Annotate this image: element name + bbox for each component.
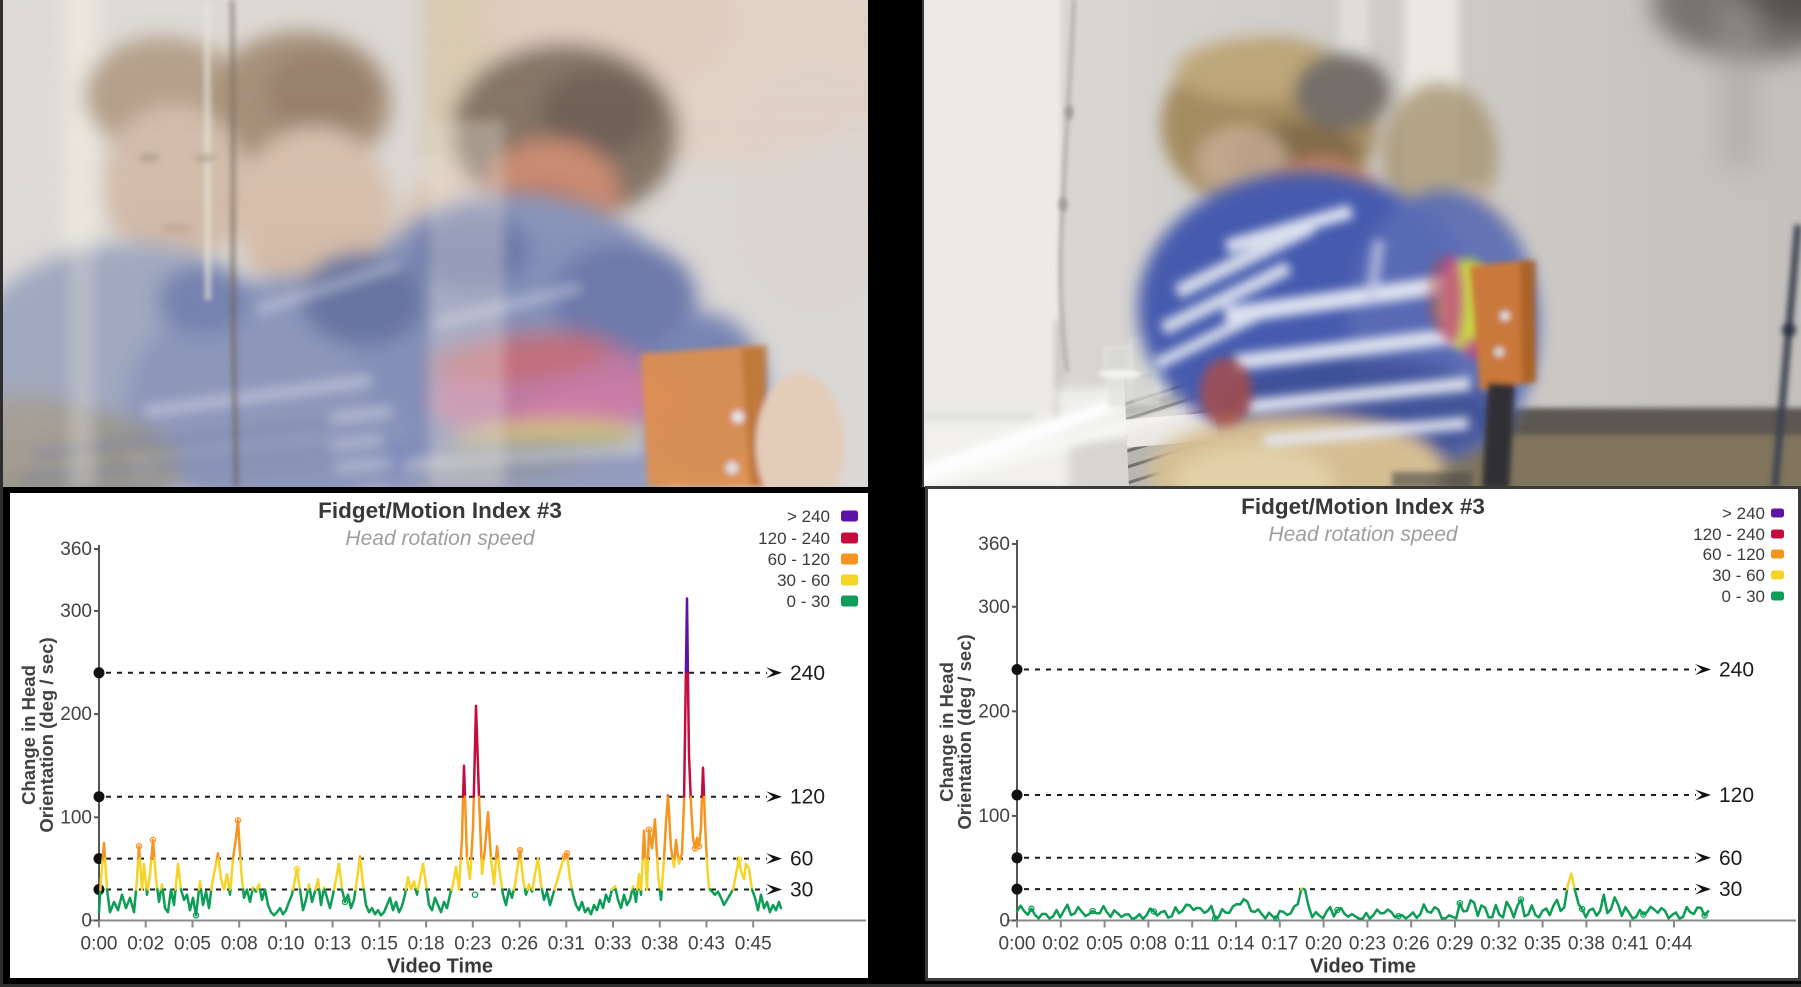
svg-text:0:13: 0:13 <box>314 934 351 955</box>
svg-text:60: 60 <box>790 848 813 871</box>
svg-text:Head rotation speed: Head rotation speed <box>1268 523 1458 546</box>
svg-text:240: 240 <box>1719 659 1754 682</box>
svg-text:0:29: 0:29 <box>1437 934 1474 955</box>
svg-text:0:32: 0:32 <box>1480 934 1517 955</box>
svg-text:0:31: 0:31 <box>548 934 585 955</box>
svg-text:0 - 30: 0 - 30 <box>787 592 830 611</box>
svg-text:0:38: 0:38 <box>1568 934 1605 955</box>
svg-text:0:33: 0:33 <box>595 934 632 955</box>
svg-text:0: 0 <box>999 911 1010 932</box>
svg-text:360: 360 <box>978 534 1010 555</box>
svg-text:100: 100 <box>60 807 92 828</box>
svg-text:0:10: 0:10 <box>267 934 304 955</box>
svg-text:0 - 30: 0 - 30 <box>1722 587 1765 606</box>
svg-text:0:23: 0:23 <box>454 934 491 955</box>
svg-text:0:15: 0:15 <box>361 934 398 955</box>
svg-text:> 240: > 240 <box>787 507 830 526</box>
svg-text:0:45: 0:45 <box>735 934 772 955</box>
svg-text:200: 200 <box>978 701 1010 722</box>
svg-text:Fidget/Motion Index #3: Fidget/Motion Index #3 <box>1241 494 1485 519</box>
svg-text:30: 30 <box>790 879 813 902</box>
svg-text:0:41: 0:41 <box>1612 934 1649 955</box>
svg-text:Fidget/Motion Index #3: Fidget/Motion Index #3 <box>318 498 562 523</box>
svg-text:120 - 240: 120 - 240 <box>1693 525 1765 544</box>
svg-text:Video Time: Video Time <box>387 956 493 978</box>
svg-text:0:44: 0:44 <box>1656 934 1693 955</box>
svg-text:0:26: 0:26 <box>1393 934 1430 955</box>
svg-text:0:00: 0:00 <box>999 934 1036 955</box>
svg-text:0:35: 0:35 <box>1524 934 1561 955</box>
svg-text:120: 120 <box>790 786 825 809</box>
svg-text:60 - 120: 60 - 120 <box>768 550 830 569</box>
svg-text:Orientation (deg / sec): Orientation (deg / sec) <box>954 634 975 829</box>
svg-text:240: 240 <box>790 662 825 685</box>
svg-text:120 - 240: 120 - 240 <box>758 529 830 548</box>
svg-text:120: 120 <box>1719 784 1754 807</box>
svg-text:0:05: 0:05 <box>174 934 211 955</box>
svg-text:Change in Head: Change in Head <box>18 665 39 805</box>
svg-text:300: 300 <box>60 601 92 622</box>
svg-text:0:05: 0:05 <box>1086 934 1123 955</box>
svg-text:0:00: 0:00 <box>81 934 118 955</box>
svg-text:0:20: 0:20 <box>1305 934 1342 955</box>
svg-text:30: 30 <box>1719 878 1742 901</box>
svg-text:0:02: 0:02 <box>127 934 164 955</box>
svg-text:0:17: 0:17 <box>1261 934 1298 955</box>
svg-text:0:18: 0:18 <box>408 934 445 955</box>
svg-text:300: 300 <box>978 597 1010 618</box>
svg-text:0:38: 0:38 <box>641 934 678 955</box>
svg-text:Orientation (deg / sec): Orientation (deg / sec) <box>36 637 57 832</box>
svg-text:100: 100 <box>978 806 1010 827</box>
svg-text:0:08: 0:08 <box>1130 934 1167 955</box>
svg-text:0:23: 0:23 <box>1349 934 1386 955</box>
svg-text:30 - 60: 30 - 60 <box>1712 566 1765 585</box>
svg-text:Head rotation speed: Head rotation speed <box>345 527 535 550</box>
svg-text:200: 200 <box>60 704 92 725</box>
svg-text:0: 0 <box>81 911 92 932</box>
svg-text:Video Time: Video Time <box>1310 956 1416 978</box>
svg-text:30 - 60: 30 - 60 <box>777 571 830 590</box>
svg-text:0:08: 0:08 <box>221 934 258 955</box>
svg-text:0:14: 0:14 <box>1218 934 1255 955</box>
svg-text:0:02: 0:02 <box>1042 934 1079 955</box>
svg-text:> 240: > 240 <box>1722 504 1765 523</box>
svg-text:0:11: 0:11 <box>1174 934 1210 955</box>
svg-text:60: 60 <box>1719 847 1742 870</box>
svg-text:0:43: 0:43 <box>688 934 725 955</box>
svg-text:0:26: 0:26 <box>501 934 538 955</box>
svg-text:60 - 120: 60 - 120 <box>1703 545 1765 564</box>
svg-text:Change in Head: Change in Head <box>936 662 957 802</box>
svg-text:360: 360 <box>60 539 92 560</box>
